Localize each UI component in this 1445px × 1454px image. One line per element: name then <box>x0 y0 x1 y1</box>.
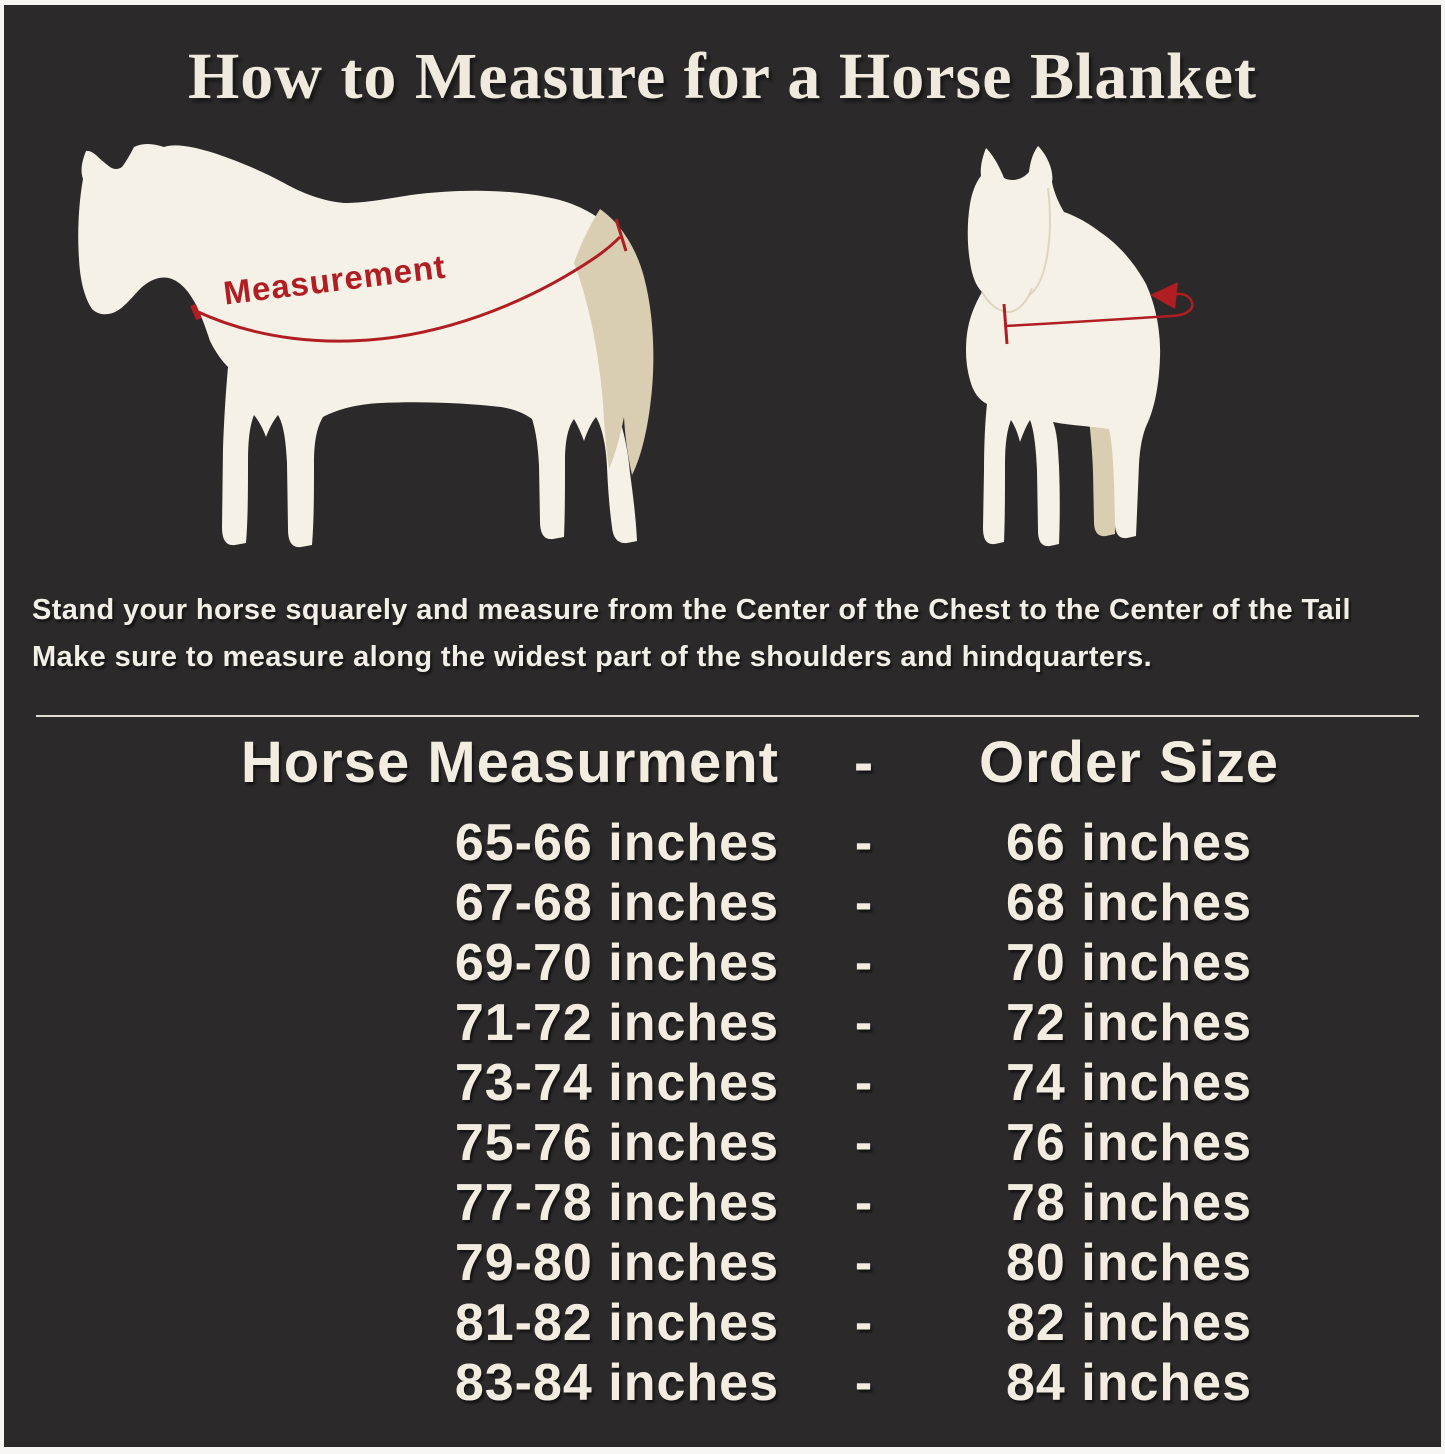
front-horse-body <box>966 146 1161 547</box>
size-cell: 66 inches <box>1005 814 1253 872</box>
separator-dash: - <box>854 1354 874 1412</box>
girth-arrowhead-icon <box>1150 282 1178 309</box>
size-chart-row: 73-74 inches - 74 inches <box>4 1053 1441 1113</box>
infographic-panel: How to Measure for a Horse Blanket Measu… <box>4 5 1441 1447</box>
size-cell: 78 inches <box>1005 1174 1253 1232</box>
measurement-cell: 83-84 inches <box>454 1354 779 1412</box>
chest-tick <box>1002 303 1009 345</box>
size-chart-row: 69-70 inches - 70 inches <box>4 933 1441 993</box>
size-chart-row: 81-82 inches - 82 inches <box>4 1293 1441 1353</box>
separator-dash: - <box>854 1174 874 1232</box>
divider-line <box>36 715 1419 717</box>
size-chart: Horse Measurment - Order Size 65-66 inch… <box>4 731 1441 1413</box>
page-title: How to Measure for a Horse Blanket <box>187 40 1258 113</box>
measurement-cell: 73-74 inches <box>454 1054 779 1112</box>
size-chart-header: Horse Measurment - Order Size <box>4 731 1441 795</box>
size-chart-row: 65-66 inches - 66 inches <box>4 813 1441 873</box>
measurement-line-start-tick <box>190 303 202 321</box>
instructions-line-1: Stand your horse squarely and measure fr… <box>32 594 1351 626</box>
measurement-cell: 65-66 inches <box>454 814 779 872</box>
header-separator: - <box>853 730 875 795</box>
size-cell: 76 inches <box>1005 1114 1253 1172</box>
front-horse-muzzle-line <box>981 287 1033 314</box>
side-horse-tail <box>574 209 654 475</box>
measurement-cell: 77-78 inches <box>454 1174 779 1232</box>
size-cell: 72 inches <box>1005 994 1253 1052</box>
side-horse-body <box>78 144 643 548</box>
separator-dash: - <box>854 874 874 932</box>
size-chart-row: 67-68 inches - 68 inches <box>4 873 1441 933</box>
measurement-cell: 71-72 inches <box>454 994 779 1052</box>
separator-dash: - <box>854 994 874 1052</box>
size-chart-row: 77-78 inches - 78 inches <box>4 1173 1441 1233</box>
separator-dash: - <box>854 814 874 872</box>
measurement-line-end-tick <box>614 218 628 252</box>
front-view-horse-icon <box>966 146 1194 547</box>
size-chart-row: 79-80 inches - 80 inches <box>4 1233 1441 1293</box>
side-view-horse-icon: Measurement <box>78 144 654 548</box>
instructions-line-2: Make sure to measure along the widest pa… <box>32 641 1153 673</box>
measurement-cell: 81-82 inches <box>454 1294 779 1352</box>
horse-diagrams: Measurement <box>4 131 1441 565</box>
size-chart-rows: 65-66 inches - 66 inches 67-68 inches - … <box>4 813 1441 1413</box>
header-order-size: Order Size <box>978 730 1280 795</box>
measurement-cell: 79-80 inches <box>454 1234 779 1292</box>
size-cell: 74 inches <box>1005 1054 1253 1112</box>
separator-dash: - <box>854 1054 874 1112</box>
size-chart-row: 83-84 inches - 84 inches <box>4 1353 1441 1413</box>
front-horse-cheek-line <box>1027 187 1051 297</box>
separator-dash: - <box>854 1234 874 1292</box>
size-cell: 68 inches <box>1005 874 1253 932</box>
size-chart-row: 75-76 inches - 76 inches <box>4 1113 1441 1173</box>
measurement-line <box>195 235 622 343</box>
size-chart-row: 71-72 inches - 72 inches <box>4 993 1441 1053</box>
girth-arrow-line <box>1004 292 1194 328</box>
separator-dash: - <box>854 934 874 992</box>
header-horse-measurement: Horse Measurment <box>240 730 779 795</box>
measurement-cell: 75-76 inches <box>454 1114 779 1172</box>
size-cell: 84 inches <box>1005 1354 1253 1412</box>
size-cell: 80 inches <box>1005 1234 1253 1292</box>
size-cell: 70 inches <box>1005 934 1253 992</box>
separator-dash: - <box>854 1114 874 1172</box>
separator-dash: - <box>854 1294 874 1352</box>
measurement-cell: 69-70 inches <box>454 934 779 992</box>
size-cell: 82 inches <box>1005 1294 1253 1352</box>
measuring-instructions: Stand your horse squarely and measure fr… <box>32 587 1413 681</box>
measurement-cell: 67-68 inches <box>454 874 779 932</box>
